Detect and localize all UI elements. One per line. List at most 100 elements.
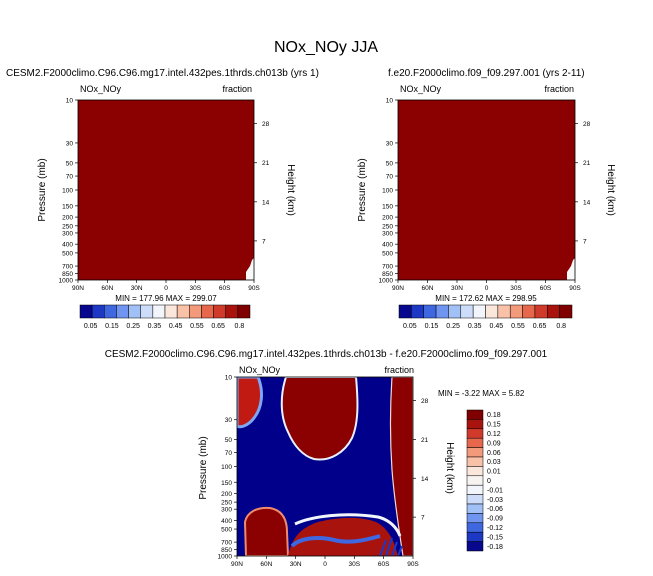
difference-title: CESM2.F2000climo.C96.C96.mg17.intel.432p… [105, 349, 548, 360]
colorbar-swatch [466, 541, 484, 552]
colorbar-label: 0.8 [556, 323, 566, 330]
x-tick-label: 0 [485, 285, 489, 292]
x-tick-label: 60N [422, 285, 434, 292]
y-tick-label: 150 [382, 203, 393, 210]
y-tick-label: 50 [66, 160, 74, 167]
colorbar-swatch [509, 304, 523, 319]
y-tick-label: 10 [386, 98, 394, 105]
colorbar-swatch [104, 304, 117, 319]
colorbar-swatch [91, 304, 105, 319]
panel-left-label: NOx_NOy [239, 365, 281, 375]
heatmap-field [78, 100, 254, 280]
colorbar-label: 0.06 [487, 450, 501, 457]
height-tick-label: 14 [262, 199, 270, 206]
y-axis-title-right: Height (km) [605, 164, 616, 216]
contour-low-blue [290, 534, 381, 548]
colorbar-swatch [466, 494, 484, 505]
colorbar-swatch [466, 466, 484, 477]
height-tick-label: 7 [583, 238, 587, 245]
y-tick-label: 500 [382, 250, 393, 257]
y-axis-title-right: Height (km) [285, 164, 296, 216]
panel-right-label: fraction [222, 84, 252, 94]
colorbar-label: 0.05 [403, 323, 417, 330]
x-tick-label: 0 [323, 561, 327, 568]
colorbar-swatch [116, 304, 129, 319]
colorbar-swatch [522, 304, 536, 319]
colorbar-swatch [466, 409, 484, 420]
colorbar-label: 0.65 [533, 323, 547, 330]
x-tick-label: 30N [131, 285, 143, 292]
contour-lower-band [288, 517, 398, 556]
colorbar-label: 0.18 [487, 412, 501, 419]
colorbar-swatch [466, 475, 484, 486]
height-tick-label: 7 [421, 515, 425, 522]
colorbar-label: 0.45 [169, 323, 183, 330]
height-tick-label: 28 [262, 121, 270, 128]
height-tick-label: 14 [583, 199, 591, 206]
contour-lower-left [243, 506, 290, 556]
panel-stats: MIN = -3.22 MAX = 5.82 [438, 389, 525, 398]
y-tick-label: 70 [225, 450, 233, 457]
x-tick-label: 90S [248, 285, 260, 292]
x-tick-label: 90S [569, 285, 581, 292]
y-axis-title-right: Height (km) [444, 442, 455, 494]
panel-cesm2-model: CESM2.F2000climo.C96.C96.mg17.intel.432p… [6, 68, 319, 303]
colorbar-swatch [140, 304, 154, 319]
y-tick-label: 10 [66, 98, 74, 105]
y-tick-label: 50 [386, 160, 394, 167]
colorbar-swatch [164, 304, 178, 319]
colorbar-label: 0.25 [446, 323, 460, 330]
colorbar-swatch [559, 304, 573, 319]
y-tick-label: 1000 [379, 278, 394, 285]
colorbar-swatch [79, 304, 93, 319]
panel-left-label: NOx_NOy [80, 84, 122, 94]
colorbar-vertical: 0.18 0.15 0.12 0.09 0.06 0.03 0.01 0 -0.01 -0.03 -… [466, 409, 503, 552]
colorbar-label: -0.03 [487, 497, 503, 504]
colorbar-swatch [460, 304, 474, 319]
colorbar-label: 0.45 [490, 323, 504, 330]
y-tick-label: 300 [221, 507, 232, 514]
x-tick-label: 60N [260, 561, 272, 568]
y-tick-label: 850 [382, 271, 393, 278]
colorbar-swatch [472, 304, 486, 319]
colorbar-label: 0 [487, 478, 491, 485]
y-tick-label: 1000 [218, 554, 233, 561]
y-tick-label: 30 [225, 417, 233, 424]
x-tick-label: 90S [407, 561, 419, 568]
y-tick-label: 10 [225, 375, 233, 382]
y-tick-label: 500 [62, 250, 73, 257]
panel-f-e20-model: f.e20.F2000climo.f09_f09.297.001 (yrs 2-… [357, 68, 616, 303]
colorbar-swatch [466, 531, 484, 542]
colorbar-label: 0.65 [211, 323, 225, 330]
colorbar-label: 0.35 [468, 323, 482, 330]
colorbar-swatch [411, 304, 424, 319]
height-tick-label: 21 [421, 437, 429, 444]
y-tick-label: 500 [221, 527, 232, 534]
colorbar-horizontal-left: 0.05 0.15 0.25 0.35 0.45 0.55 0.65 0.8 [79, 304, 251, 330]
contour-right-wedge [389, 377, 413, 556]
colorbar-swatch [466, 428, 484, 439]
colorbar-swatch [152, 304, 166, 319]
y-tick-label: 70 [66, 174, 74, 181]
y-tick-label: 850 [221, 547, 232, 554]
colorbar-label: 0.15 [487, 422, 501, 429]
height-tick-label: 7 [262, 238, 266, 245]
colorbar-label: 0.15 [105, 323, 119, 330]
axes-group: 1030507010015020025030040050070085010009… [59, 98, 270, 293]
colorbar-label: 0.09 [487, 440, 501, 447]
colorbar-label: 0.03 [487, 459, 501, 466]
panel-left-label: NOx_NOy [400, 84, 442, 94]
colorbar-horizontal-right: 0.05 0.15 0.25 0.35 0.45 0.55 0.65 0.8 [398, 304, 573, 330]
colorbar-label: 0.55 [511, 323, 525, 330]
colorbar-swatch [213, 304, 226, 319]
height-tick-label: 21 [262, 160, 270, 167]
y-tick-label: 150 [221, 480, 232, 487]
colorbar-label: 0.05 [84, 323, 98, 330]
height-tick-label: 21 [583, 160, 591, 167]
y-tick-label: 100 [221, 464, 232, 471]
y-tick-label: 100 [62, 188, 73, 195]
y-tick-label: 850 [62, 271, 73, 278]
x-tick-label: 30N [290, 561, 302, 568]
panel-title: CESM2.F2000climo.C96.C96.mg17.intel.432p… [6, 68, 319, 79]
x-tick-label: 60S [378, 561, 390, 568]
